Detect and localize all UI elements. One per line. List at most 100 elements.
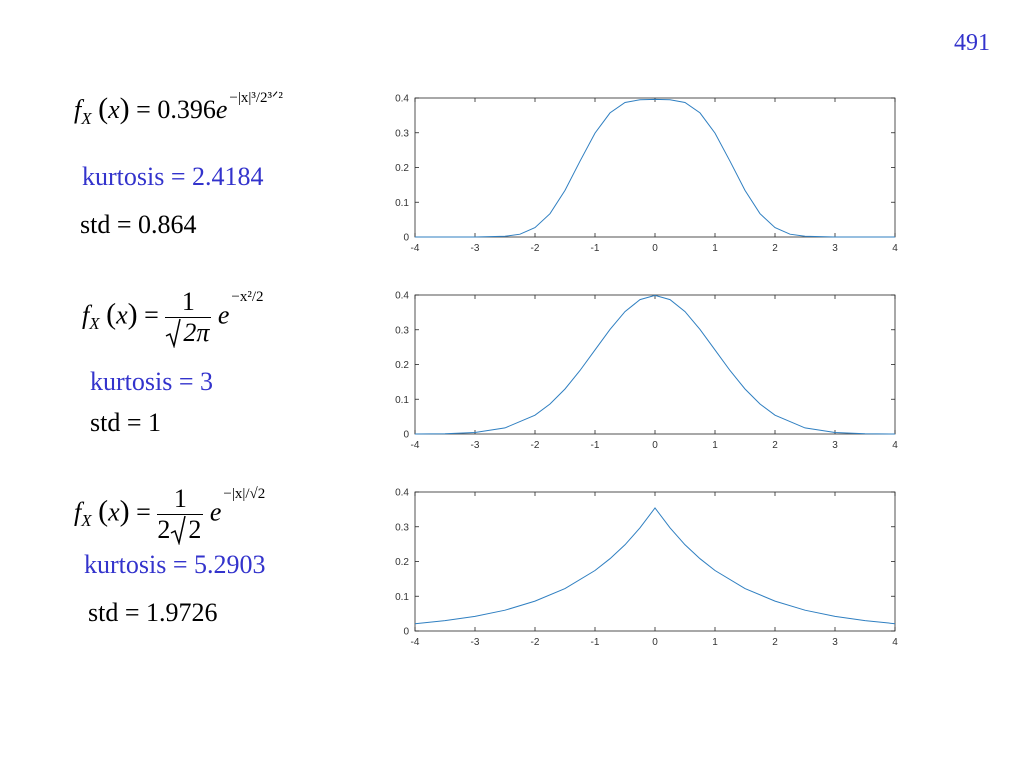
formula-3-f: f xyxy=(74,497,82,527)
x-tick-label: -1 xyxy=(591,440,600,451)
plot-1-svg: -4 -3 -2 -1 0 1 2 3 4 0 0.1 0.2 0.3 0.4 xyxy=(395,94,898,255)
formula-2-f: f xyxy=(82,300,90,330)
x-tick-label: 3 xyxy=(832,440,838,451)
y-tick-label: 0.1 xyxy=(395,395,409,406)
formula-2-e: e xyxy=(217,300,230,330)
x-tick-label: -3 xyxy=(471,637,480,648)
kurtosis-1: kurtosis = 2.4184 xyxy=(82,162,264,191)
std-1: std = 0.864 xyxy=(80,210,197,239)
plot-axes-box xyxy=(414,294,896,435)
formula-1-exponent: −|x|³/2³ᐟ² xyxy=(229,90,283,106)
series-line xyxy=(415,98,895,238)
kurtosis-3: kurtosis = 5.2903 xyxy=(84,550,266,579)
formula-3-exponent: −|x|/√2 xyxy=(223,486,266,502)
y-tick-label: 0 xyxy=(403,233,409,244)
formula-1-open-paren: ( xyxy=(98,92,109,125)
formula-3-denominator: 2 2 xyxy=(157,514,204,545)
series-line xyxy=(414,294,896,435)
radical-sign-icon xyxy=(166,318,182,348)
x-tick-label: -1 xyxy=(591,637,600,648)
x-tick-label: 2 xyxy=(772,440,778,451)
y-tick-label: 0.2 xyxy=(395,163,409,174)
series-line xyxy=(414,507,896,625)
std-2: std = 1 xyxy=(90,408,162,437)
plot-1: -4 -3 -2 -1 0 1 2 3 4 0 0.1 0.2 0.3 0.4 xyxy=(395,86,915,266)
formula-3-open-paren: ( xyxy=(98,494,109,528)
y-tick-label: 0 xyxy=(403,627,409,638)
std-3: std = 1.9726 xyxy=(88,598,218,627)
x-tick-label: -2 xyxy=(531,243,540,254)
x-tick-label: -2 xyxy=(531,637,540,648)
y-tick-label: 0.3 xyxy=(395,522,409,533)
formula-1-x: x xyxy=(108,95,120,124)
kurtosis-2: kurtosis = 3 xyxy=(90,367,214,396)
formula-2: fX (x) = 1 2π e −x²/2 xyxy=(82,287,264,348)
y-tick-label: 0.1 xyxy=(395,198,409,209)
plot-3: -4 -3 -2 -1 0 1 2 3 4 0 0.1 0.2 0.3 0.4 xyxy=(395,480,915,660)
x-tick-label: 3 xyxy=(832,243,838,254)
formula-3-equals: = xyxy=(136,497,151,527)
plot-2-svg: -4 -3 -2 -1 0 1 2 3 4 0 0.1 0.2 0.3 0.4 xyxy=(395,291,898,452)
x-tick-label: -4 xyxy=(411,243,420,254)
formula-1-f: f xyxy=(74,95,82,124)
formula-1-close-paren: ) xyxy=(119,92,130,125)
radical-sign-icon xyxy=(171,515,187,545)
x-tick-label: 4 xyxy=(892,637,898,648)
formula-1-e: e xyxy=(215,95,228,124)
x-tick-label: 0 xyxy=(652,637,658,648)
formula-3-close-paren: ) xyxy=(119,494,130,528)
formula-2-x: x xyxy=(116,300,128,330)
x-tick-label: -2 xyxy=(531,440,540,451)
formula-2-exponent: −x²/2 xyxy=(231,289,264,305)
x-tick-label: -4 xyxy=(411,637,420,648)
x-tick-label: 3 xyxy=(832,637,838,648)
plot-2: -4 -3 -2 -1 0 1 2 3 4 0 0.1 0.2 0.3 0.4 xyxy=(395,283,915,463)
plot-3-svg: -4 -3 -2 -1 0 1 2 3 4 0 0.1 0.2 0.3 0.4 xyxy=(395,488,898,649)
x-tick-label: -3 xyxy=(471,440,480,451)
formula-3-numerator: 1 xyxy=(157,484,204,515)
formula-2-open-paren: ( xyxy=(106,297,117,331)
y-tick-label: 0.4 xyxy=(395,488,409,499)
x-tick-label: 1 xyxy=(712,243,718,254)
formula-2-fraction: 1 2π xyxy=(165,287,212,348)
x-tick-label: 2 xyxy=(772,243,778,254)
formula-2-radicand: 2π xyxy=(183,318,210,347)
y-tick-label: 0.2 xyxy=(395,557,409,568)
formula-2-numerator: 1 xyxy=(165,287,212,318)
formula-3-radicand: 2 xyxy=(186,514,204,544)
formula-1-subscript: X xyxy=(81,109,92,128)
formula-3-sqrt: 2 xyxy=(170,514,204,545)
formula-2-close-paren: ) xyxy=(127,297,138,331)
x-tick-label: 0 xyxy=(652,440,658,451)
y-tick-label: 0.4 xyxy=(395,94,409,105)
x-tick-label: 2 xyxy=(772,637,778,648)
y-tick-label: 0.1 xyxy=(395,592,409,603)
formula-2-subscript: X xyxy=(89,314,100,334)
formula-1: fX (x) = 0.396e −|x|³/2³ᐟ² xyxy=(74,90,283,128)
x-tick-label: 1 xyxy=(712,637,718,648)
x-tick-label: -3 xyxy=(471,243,480,254)
formula-3-den-coefficient: 2 xyxy=(157,515,171,544)
x-tick-label: -4 xyxy=(411,440,420,451)
formula-3-e: e xyxy=(209,497,222,527)
formula-2-denominator: 2π xyxy=(165,317,212,348)
plot-axes-box xyxy=(414,97,896,238)
formula-3-subscript: X xyxy=(81,511,92,531)
x-tick-label: 4 xyxy=(892,243,898,254)
y-tick-label: 0.2 xyxy=(395,360,409,371)
formula-1-equals: = xyxy=(136,95,151,124)
y-tick-label: 0 xyxy=(403,430,409,441)
formula-2-equals: = xyxy=(144,300,159,330)
x-tick-label: 1 xyxy=(712,440,718,451)
formula-3-x: x xyxy=(108,497,120,527)
y-tick-label: 0.4 xyxy=(395,291,409,302)
page-number: 491 xyxy=(954,30,990,56)
y-tick-label: 0.3 xyxy=(395,325,409,336)
formula-3-fraction: 1 2 2 xyxy=(157,484,204,545)
plot-axes-box xyxy=(414,491,896,632)
x-tick-label: -1 xyxy=(591,243,600,254)
x-tick-label: 0 xyxy=(652,243,658,254)
formula-2-sqrt: 2π xyxy=(165,317,212,348)
formula-3: fX (x) = 1 2 2 e −|x|/√2 xyxy=(74,484,265,545)
formula-1-coefficient: 0.396 xyxy=(157,95,216,124)
